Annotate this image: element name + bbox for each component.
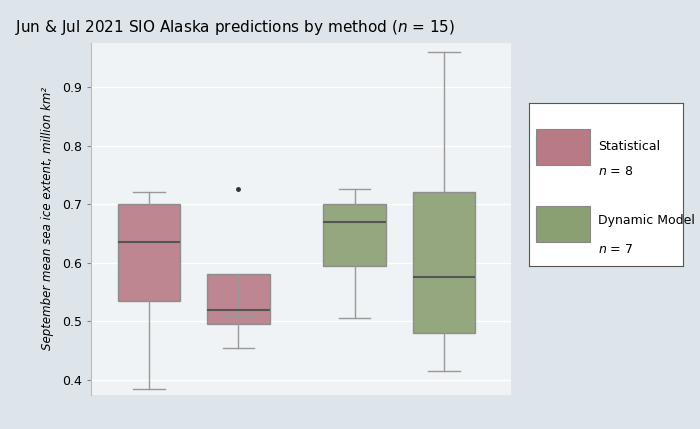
PathPatch shape xyxy=(323,204,386,266)
Text: Dynamic Model: Dynamic Model xyxy=(598,214,694,227)
Text: Jun & Jul 2021 SIO Alaska predictions by method ($n$ = 15): Jun & Jul 2021 SIO Alaska predictions by… xyxy=(15,18,456,37)
PathPatch shape xyxy=(207,275,270,324)
FancyBboxPatch shape xyxy=(536,205,590,242)
Text: $n$ = 7: $n$ = 7 xyxy=(598,243,633,256)
Y-axis label: September mean sea ice extent, million km²: September mean sea ice extent, million k… xyxy=(41,87,54,350)
Text: Statistical: Statistical xyxy=(598,140,660,154)
PathPatch shape xyxy=(118,204,181,301)
PathPatch shape xyxy=(413,192,475,333)
FancyBboxPatch shape xyxy=(536,129,590,165)
Text: $n$ = 8: $n$ = 8 xyxy=(598,165,634,178)
